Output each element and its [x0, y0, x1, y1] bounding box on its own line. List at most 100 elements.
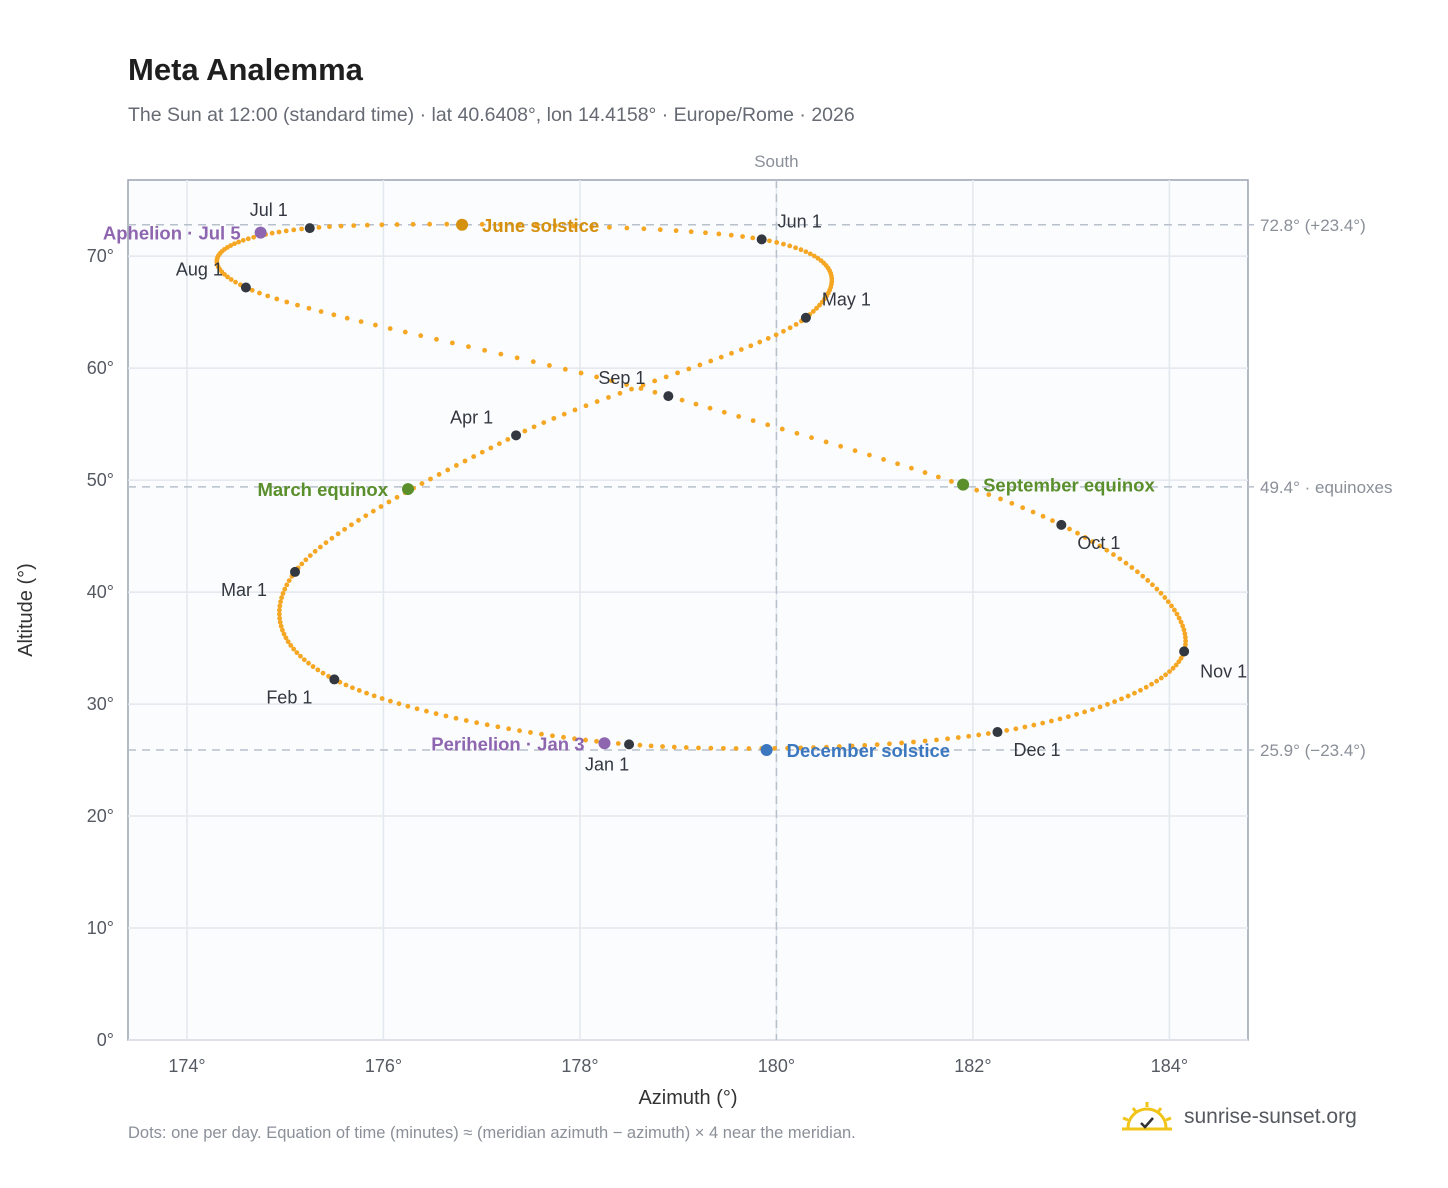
daily-dot	[225, 274, 230, 280]
y-tick-label: 10°	[87, 918, 114, 938]
daily-dot	[419, 481, 425, 486]
daily-dot	[562, 366, 568, 372]
daily-dot	[1104, 547, 1110, 553]
daily-dot	[583, 737, 588, 743]
daily-dot	[733, 746, 739, 751]
month-marker-dot	[304, 223, 315, 234]
daily-dot	[1138, 687, 1143, 693]
daily-dot	[708, 358, 714, 364]
daily-dot	[1082, 709, 1088, 715]
daily-dot	[1162, 595, 1168, 600]
daily-dot	[299, 561, 305, 567]
month-marker-dot	[992, 727, 1003, 738]
daily-dot	[463, 718, 469, 723]
daily-dot	[1097, 704, 1103, 710]
daily-dot	[578, 370, 584, 376]
event-marker-label: September equinox	[983, 475, 1155, 496]
month-marker-dot	[663, 391, 674, 402]
daily-dot	[331, 312, 337, 318]
daily-dot	[589, 224, 595, 230]
month-marker-dot	[756, 234, 767, 245]
daily-dot	[370, 508, 376, 514]
daily-dot	[779, 426, 785, 432]
daily-dot	[299, 226, 304, 232]
daily-dot	[265, 293, 271, 299]
x-tick-label: 174°	[168, 1056, 205, 1076]
y-tick-label: 50°	[87, 470, 114, 490]
month-marker-dot	[329, 674, 340, 685]
daily-dot	[445, 467, 451, 473]
chart-title: Meta Analemma	[128, 52, 363, 87]
daily-dot	[278, 623, 284, 629]
chart-subtitle: The Sun at 12:00 (standard time) · lat 4…	[128, 104, 855, 126]
daily-dot	[729, 350, 734, 356]
daily-dot	[427, 221, 433, 227]
daily-dot	[1040, 513, 1046, 519]
daily-dot	[551, 415, 557, 421]
daily-dot	[277, 603, 283, 609]
daily-dot	[781, 241, 786, 247]
daily-dot	[550, 733, 555, 739]
daily-dot	[1140, 573, 1146, 579]
daily-dot	[838, 443, 844, 449]
event-marker-dot	[456, 218, 469, 231]
analemma-path	[214, 221, 1189, 751]
daily-dot	[344, 315, 350, 321]
daily-dot	[249, 287, 255, 293]
daily-dot	[282, 586, 288, 592]
reference-line-label: 49.4° · equinoxes	[1260, 478, 1393, 497]
daily-dot	[1158, 675, 1164, 681]
daily-dot	[794, 430, 800, 436]
daily-dot	[335, 531, 341, 537]
daily-dot	[765, 336, 771, 341]
daily-dot	[1009, 500, 1015, 506]
daily-dot	[280, 627, 285, 633]
daily-dot	[327, 224, 332, 230]
daily-dot	[315, 667, 321, 673]
daily-dot	[976, 732, 982, 738]
daily-dot	[793, 322, 799, 327]
brand[interactable]: sunrise-sunset.org	[1120, 1100, 1357, 1134]
daily-dot	[496, 441, 502, 447]
daily-dot	[986, 492, 992, 497]
daily-dot	[615, 741, 621, 746]
daily-dot	[433, 711, 439, 717]
daily-dot	[283, 228, 289, 234]
daily-dot	[278, 599, 283, 605]
month-marker-dot	[800, 312, 811, 323]
daily-dot	[552, 223, 558, 228]
daily-dot	[291, 646, 297, 652]
daily-dot	[291, 227, 297, 233]
reference-lines: 72.8° (+23.4°) 49.4° · equinoxes 25.9° (−2…	[128, 216, 1393, 760]
daily-dot	[736, 414, 742, 419]
month-marker-label: Dec 1	[1013, 740, 1060, 760]
daily-dot	[484, 722, 490, 728]
daily-dot	[594, 399, 600, 404]
daily-dot	[1183, 634, 1188, 640]
daily-dot	[245, 236, 251, 242]
daily-dot	[306, 305, 312, 311]
daily-dot	[935, 474, 941, 480]
daily-dot	[874, 742, 880, 748]
daily-dot	[683, 745, 689, 750]
daily-dot	[641, 226, 647, 232]
event-markers: June solstice December solstice March equi…	[103, 215, 1156, 761]
y-tick-label: 40°	[87, 582, 114, 602]
daily-dot	[824, 744, 829, 750]
daily-dot	[887, 741, 892, 747]
daily-dot	[387, 326, 393, 331]
daily-dot	[233, 279, 238, 285]
daily-dot	[767, 238, 772, 244]
daily-dot	[1065, 714, 1071, 720]
month-marker-label: Jan 1	[585, 754, 629, 774]
event-marker-dot	[760, 743, 773, 756]
daily-dot	[746, 746, 752, 751]
month-marker-label: Jul 1	[250, 200, 288, 220]
month-marker-dot	[1179, 646, 1190, 657]
daily-dot	[1030, 509, 1036, 515]
daily-dot	[803, 249, 809, 255]
daily-dot	[815, 255, 821, 261]
daily-dot	[757, 339, 763, 345]
event-marker-label: March equinox	[257, 479, 388, 500]
daily-dot	[1082, 535, 1088, 540]
